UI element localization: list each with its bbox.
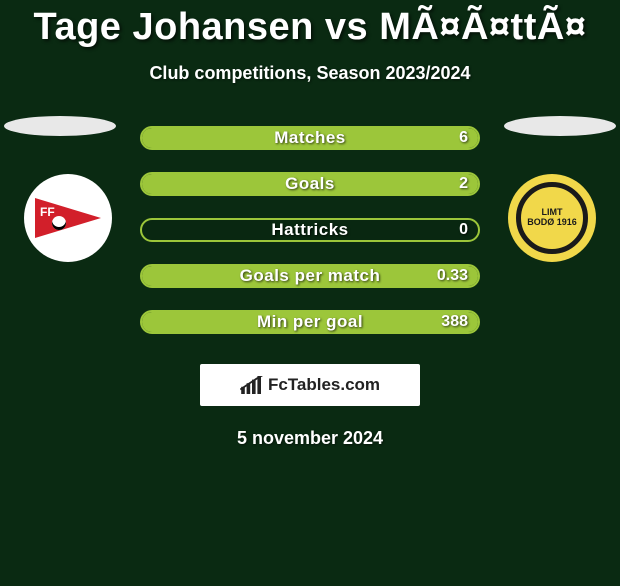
- brand-text: FcTables.com: [268, 375, 380, 395]
- stat-row: Goals 2: [140, 172, 480, 196]
- date-text: 5 november 2024: [0, 428, 620, 449]
- stat-row: Goals per match 0.33: [140, 264, 480, 288]
- ball-icon: [52, 216, 66, 230]
- stat-value: 388: [441, 313, 468, 331]
- stat-value: 6: [459, 129, 468, 147]
- page-title: Tage Johansen vs MÃ¤Ã¤ttÃ¤: [0, 6, 620, 49]
- stat-row: Matches 6: [140, 126, 480, 150]
- player-oval-right: [504, 116, 616, 136]
- team-logo-right: LIMT BODØ 1916: [508, 174, 596, 262]
- brand-box[interactable]: FcTables.com: [200, 364, 420, 406]
- stat-label: Min per goal: [257, 312, 363, 332]
- player-oval-left: [4, 116, 116, 136]
- stat-label: Goals: [285, 174, 335, 194]
- stat-rows: Matches 6 Goals 2 Hattricks 0 Goals per match 0…: [140, 126, 480, 334]
- stats-area: FF LIMT BODØ 1916 Matches 6 Goals 2 Hattrick…: [0, 126, 620, 334]
- stat-label: Goals per match: [240, 266, 381, 286]
- bar-chart-icon: [240, 376, 264, 394]
- pennant-icon: FF: [35, 198, 101, 238]
- stat-value: 0.33: [437, 267, 468, 285]
- stat-value: 0: [459, 221, 468, 239]
- stat-label: Matches: [274, 128, 346, 148]
- subtitle: Club competitions, Season 2023/2024: [0, 63, 620, 84]
- logo-right-text: LIMT BODØ 1916: [527, 208, 577, 228]
- stat-value: 2: [459, 175, 468, 193]
- stat-row: Min per goal 388: [140, 310, 480, 334]
- logo-left-initials: FF: [40, 205, 55, 219]
- badge-ring-icon: LIMT BODØ 1916: [516, 182, 588, 254]
- stat-row: Hattricks 0: [140, 218, 480, 242]
- team-logo-left: FF: [24, 174, 112, 262]
- stat-label: Hattricks: [271, 220, 348, 240]
